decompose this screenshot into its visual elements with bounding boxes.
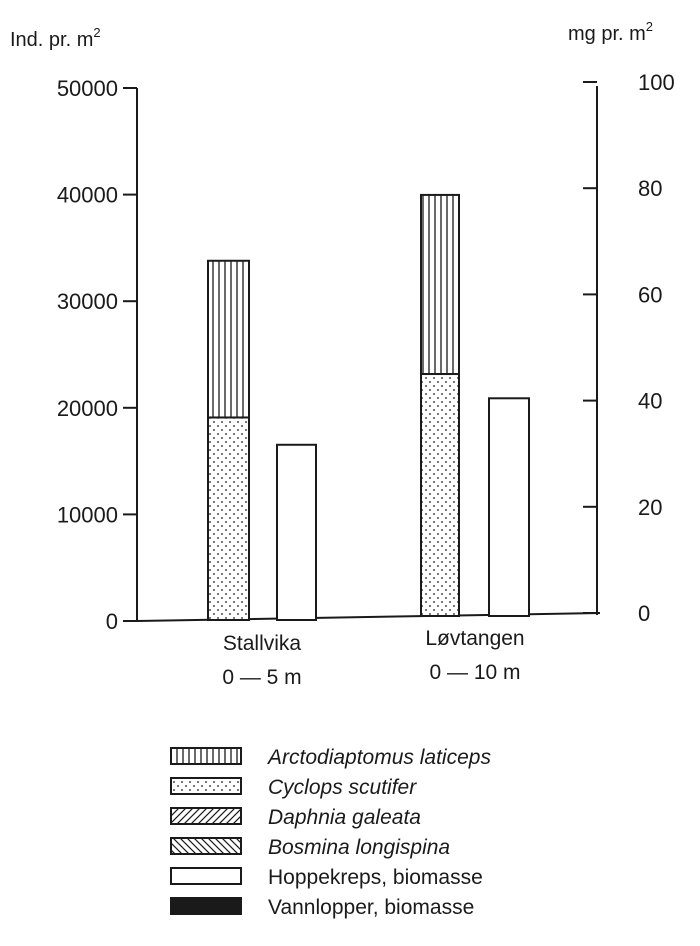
left-axis-ticks: 0 10000 20000 30000 40000 50000 [57, 76, 137, 634]
right-axis-ticks: 0 20 40 60 80 100 [583, 70, 675, 626]
left-tick-label-0: 0 [106, 609, 118, 634]
right-axis-title: mg pr. m2 [568, 19, 653, 45]
legend: Arctodiaptomus laticeps Cyclops scutifer D… [170, 746, 491, 919]
bar-vertical-lines-2 [420, 193, 460, 376]
bar-dots-1 [207, 416, 250, 621]
legend-swatch-vertical-lines [170, 747, 242, 765]
right-tick-label-0: 0 [638, 601, 650, 626]
legend-label-6: Vannlopper, biomasse [268, 896, 474, 919]
left-tick-label-5: 50000 [57, 76, 118, 101]
left-tick-label-2: 20000 [57, 396, 118, 421]
bars [207, 193, 530, 621]
category-label-2-line2: 0 — 10 m [429, 661, 520, 684]
legend-label-5: Hoppekreps, biomasse [268, 866, 483, 889]
legend-swatch-solid [170, 897, 242, 915]
legend-swatch-diagonal-up [170, 807, 242, 825]
legend-swatch-dots [170, 777, 242, 795]
category-label-1-line1: Stallvika [223, 632, 302, 655]
left-axis-title: Ind. pr. m2 [10, 25, 101, 51]
category-label-2-line1: Løvtangen [425, 627, 524, 650]
legend-label-1: Arctodiaptomus laticeps [266, 746, 491, 769]
bar-vertical-lines-1 [207, 259, 250, 419]
right-tick-label-2: 40 [638, 389, 662, 414]
legend-label-3: Daphnia galeata [268, 806, 421, 829]
legend-swatch-empty [170, 867, 242, 885]
left-tick-label-3: 30000 [57, 289, 118, 314]
right-tick-label-3: 60 [638, 282, 662, 307]
right-tick-label-5: 100 [638, 70, 675, 95]
right-tick-label-4: 80 [638, 176, 662, 201]
right-tick-label-1: 20 [638, 495, 662, 520]
legend-label-4: Bosmina longispina [268, 836, 450, 859]
baseline [136, 612, 601, 622]
left-tick-label-4: 40000 [57, 183, 118, 208]
bar-biomass-empty-2 [488, 397, 530, 618]
legend-label-2: Cyclops scutifer [268, 776, 417, 799]
left-tick-label-1: 10000 [57, 502, 118, 527]
legend-swatch-diagonal-down [170, 837, 242, 855]
bar-dots-2 [420, 373, 460, 617]
bar-biomass-empty-1 [276, 443, 317, 621]
category-label-1-line2: 0 — 5 m [222, 666, 301, 689]
